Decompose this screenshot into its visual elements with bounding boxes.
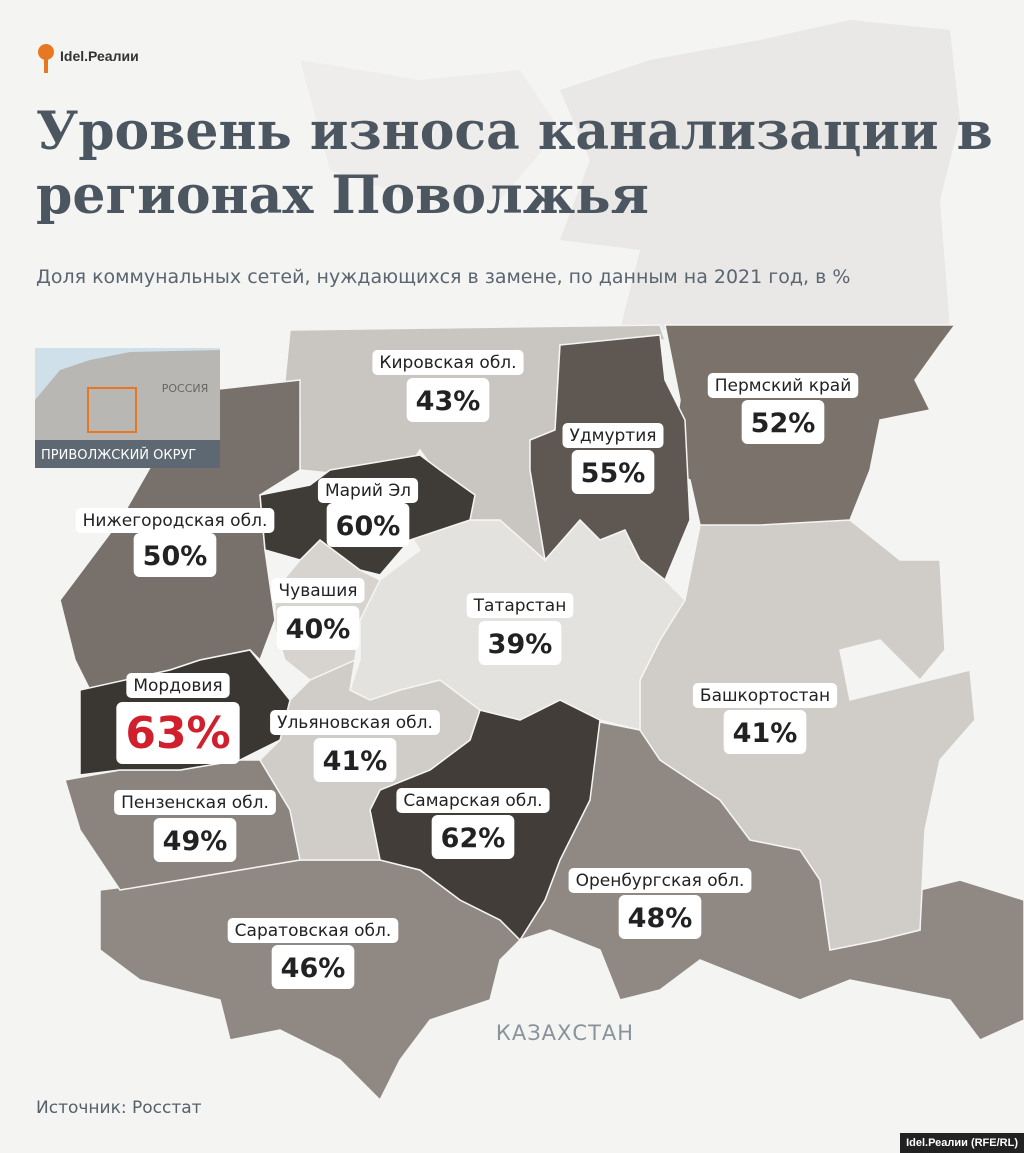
region-value: 50% [143,541,208,572]
label-box [114,790,276,815]
region-name: Мордовия [133,676,222,696]
inset-caption: ПРИВОЛЖСКИЙ ОКРУГ [41,447,196,463]
region-name: Удмуртия [570,426,657,446]
value-box [133,533,217,577]
value-box [741,400,825,444]
inset-country: РОССИЯ [162,382,209,395]
value-box [618,895,702,939]
label-box [568,868,752,893]
label-box [562,423,664,448]
inset-highlight [87,387,137,433]
value-box [153,818,237,862]
region-name: Пермский край [715,376,852,396]
label-box [227,918,399,943]
background-silhouette [300,60,560,200]
region-name: Саратовская обл. [235,921,392,941]
background-silhouette [560,20,960,330]
subtitle: Доля коммунальных сетей, нуждающихся в з… [36,266,851,288]
region-name: Башкортостан [700,686,830,706]
label-box [270,710,440,735]
value-box [406,378,490,422]
credit: Idel.Реалии (RFE/RL) [900,1133,1024,1153]
region-value: 41% [733,718,798,749]
region-value: 49% [163,826,228,857]
region-value: 63% [125,708,230,759]
source: Источник: Росстат [36,1098,202,1118]
region-value: 60% [336,511,401,542]
region-name: Татарстан [473,596,567,616]
value-box [313,738,397,782]
value-box [271,945,355,989]
inset-bar [35,440,220,468]
label-box [317,478,419,503]
label-box [707,373,859,398]
region-value: 48% [628,903,693,934]
value-box [571,450,655,494]
neighbor-label: КАЗАХСТАН [496,1021,634,1045]
region-value: 52% [751,408,816,439]
region-name: Ульяновская обл. [277,713,433,733]
label-box [126,673,230,698]
region-name: Пензенская обл. [121,793,269,813]
inset-land [35,350,220,440]
label-box [396,788,550,813]
region-value: 46% [281,953,346,984]
value-box [276,606,360,650]
value-box [723,710,807,754]
region-name: Оренбургская обл. [576,871,745,891]
label-box [75,508,275,533]
logo: Idel.Реалии [60,48,139,64]
region-value: 43% [416,386,481,417]
region-name: Нижегородская обл. [83,511,268,531]
logo-icon [38,44,54,73]
label-box [372,350,524,375]
region-value: 55% [581,458,646,489]
value-box [326,503,410,547]
value-box [116,702,240,764]
label-box [692,683,838,708]
label-box [271,578,365,603]
region-name: Марий Эл [325,481,411,501]
inset-map: РОССИЯ ПРИВОЛЖСКИЙ ОКРУГ [35,348,220,468]
region-value: 39% [488,629,553,660]
title: Уровень износа канализации в регионах По… [36,101,993,226]
value-box [478,621,562,665]
region [639,519,976,951]
region-name: Самарская обл. [403,791,542,811]
region-value: 62% [441,823,506,854]
region-name: Кировская обл. [379,353,516,373]
region-name: Чувашия [279,581,358,601]
label-box [466,593,574,618]
value-box [431,815,515,859]
region-value: 41% [323,746,388,777]
region-value: 40% [286,614,351,645]
